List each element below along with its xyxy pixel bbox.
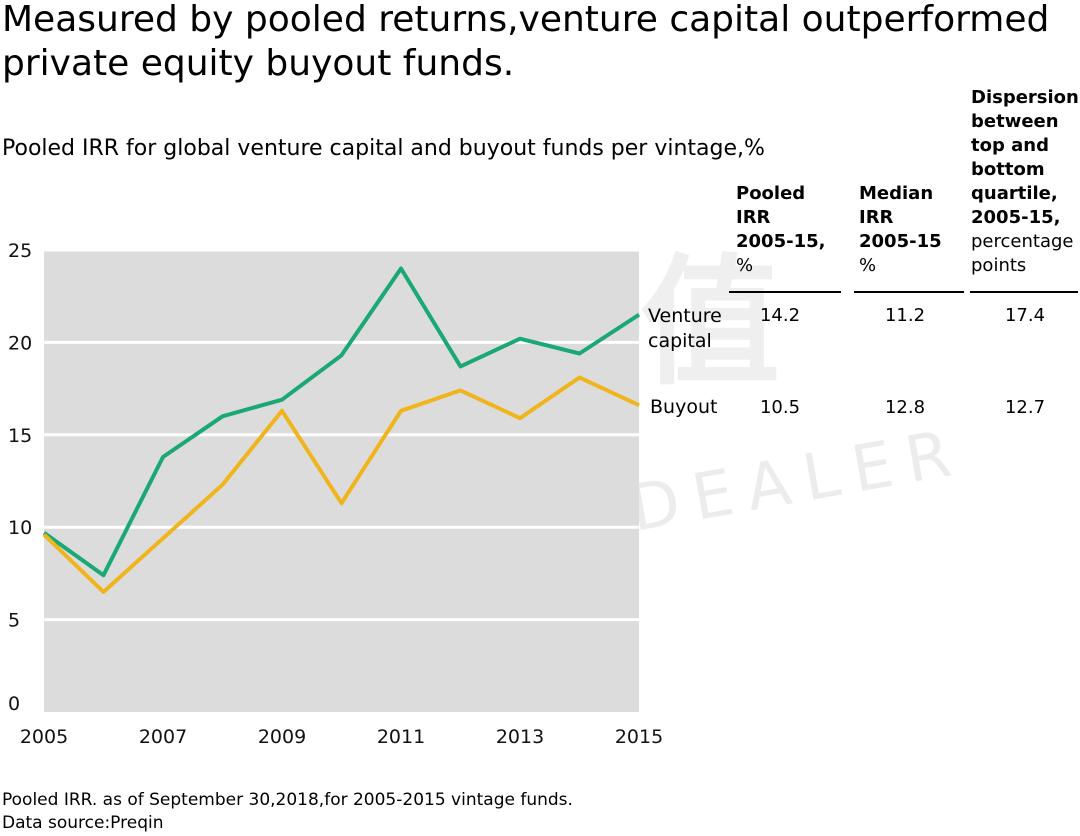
y-tick-label: 10 — [8, 517, 32, 539]
cell-buyout-pooled: 10.5 — [759, 397, 801, 418]
table-rule — [729, 291, 841, 293]
header-line: between — [971, 111, 1059, 132]
cell-vc-median: 11.2 — [884, 305, 926, 326]
header-line: quartile, — [971, 183, 1058, 204]
header-line: IRR — [736, 207, 771, 228]
table-header-dispersion: Dispersion between top and bottom quarti… — [971, 86, 1080, 278]
cell-buyout-dispersion: 12.7 — [1004, 397, 1046, 418]
y-tick-label: 25 — [8, 240, 32, 262]
x-tick-label: 2007 — [139, 726, 187, 748]
header-line: 2005-15, — [971, 207, 1061, 228]
table-rule — [970, 291, 1078, 293]
table-header-pooled-irr: Pooled IRR 2005-15, % — [736, 182, 825, 278]
footnote: Pooled IRR. as of September 30,2018,for … — [2, 790, 573, 810]
header-unit: % — [859, 255, 877, 276]
table-rule — [854, 291, 964, 293]
header-line: top and — [971, 135, 1049, 156]
page-title: Measured by pooled returns,venture capit… — [2, 0, 1050, 84]
header-line: IRR — [859, 207, 894, 228]
header-line: bottom — [971, 159, 1045, 180]
y-tick-label: 20 — [8, 332, 32, 354]
series-label-venture-line1: Venture — [648, 305, 722, 327]
header-line: Dispersion — [971, 87, 1079, 108]
x-tick-label: 2013 — [496, 726, 544, 748]
header-unit: % — [736, 255, 754, 276]
plot-area — [44, 250, 639, 712]
x-tick-label: 2005 — [20, 726, 68, 748]
cell-vc-pooled: 14.2 — [759, 305, 801, 326]
y-tick-label: 0 — [8, 693, 20, 715]
chart-subtitle: Pooled IRR for global venture capital an… — [2, 136, 765, 161]
series-line-buyout — [42, 375, 640, 594]
series-line-venture-capital — [42, 266, 641, 578]
header-line: Pooled — [736, 183, 806, 204]
header-line: 2005-15, — [736, 231, 826, 252]
header-line: 2005-15 — [859, 231, 942, 252]
x-tick-label: 2009 — [258, 726, 306, 748]
header-line: Median — [859, 183, 934, 204]
header-unit: percentage points — [971, 231, 1074, 276]
x-tick-label: 2015 — [615, 726, 663, 748]
y-tick-label: 15 — [8, 425, 32, 447]
line-chart: 0 5 10 15 20 25 2005 2007 2009 2011 2013 2015 — [8, 240, 663, 748]
series-label-venture-line2: capital — [648, 330, 712, 352]
table-header-median-irr: Median IRR 2005-15 % — [859, 182, 942, 278]
cell-vc-dispersion: 17.4 — [1004, 305, 1046, 326]
cell-buyout-median: 12.8 — [884, 397, 926, 418]
series-label-buyout: Buyout — [650, 396, 718, 418]
y-tick-label: 5 — [8, 610, 20, 632]
data-source: Data source:Preqin — [2, 813, 164, 833]
x-tick-label: 2011 — [377, 726, 425, 748]
series-label-venture: Venture capital — [648, 304, 722, 354]
